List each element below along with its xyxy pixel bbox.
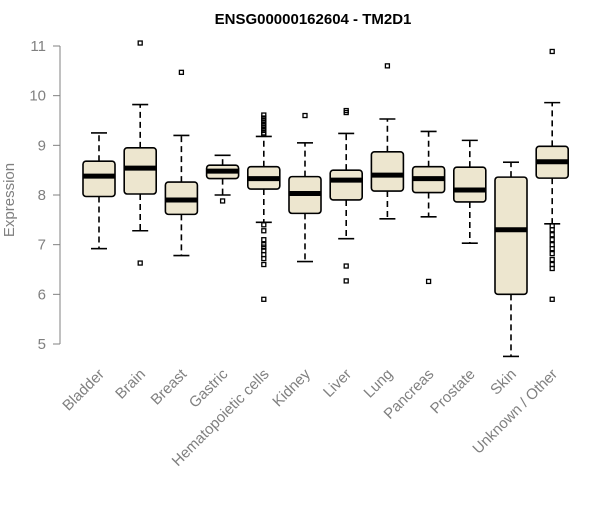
outlier-point [549, 232, 555, 238]
outlier-point [219, 198, 226, 204]
outlier-point [549, 256, 555, 263]
outlier-point [425, 278, 432, 285]
box [494, 176, 528, 296]
outlier-point [549, 250, 555, 257]
box [452, 166, 487, 203]
y-axis-title: Expression [1, 163, 18, 237]
outlier-point [137, 260, 143, 266]
y-tick-label: 7 [38, 237, 46, 254]
x-tick-label: Liver [320, 366, 355, 401]
x-tick-label: Lung [361, 366, 397, 402]
y-axis: 5 6 7 8 9 10 11 [29, 38, 61, 353]
y-tick-label: 8 [38, 187, 46, 204]
outlier-point [384, 63, 391, 69]
chart-title: ENSG00000162604 - TM2D1 [215, 11, 412, 28]
outlier-point [261, 228, 267, 234]
box-group [82, 132, 116, 250]
y-tick-label: 11 [30, 38, 46, 55]
outlier-point [178, 69, 185, 75]
x-tick-label: Kidney [269, 365, 314, 410]
outlier-point [261, 131, 267, 138]
x-tick-label: Prostate [427, 366, 479, 418]
y-tick-label: 9 [38, 137, 46, 154]
y-tick-label: 5 [38, 336, 46, 353]
box-group [452, 139, 487, 244]
outlier-point [261, 261, 267, 268]
x-tick-label: Brain [112, 366, 149, 403]
outlier-point [549, 296, 555, 302]
box [370, 150, 405, 192]
outlier-point [549, 227, 555, 233]
plot-area [82, 40, 570, 358]
box-group [247, 112, 281, 302]
box-group [535, 48, 570, 302]
y-tick-label: 10 [29, 88, 46, 105]
x-tick-label: Breast [148, 365, 191, 408]
box-group [288, 112, 322, 263]
outlier-point [549, 265, 555, 272]
outlier-point [261, 255, 267, 262]
outlier-point [261, 237, 267, 243]
x-tick-label: Skin [487, 366, 520, 399]
box [82, 160, 116, 198]
box-group [164, 69, 199, 257]
outlier-point [549, 245, 555, 252]
outlier-point [343, 109, 349, 116]
outlier-point [261, 112, 267, 118]
outlier-point [343, 263, 349, 269]
box-group [123, 40, 157, 266]
outlier-point [261, 296, 267, 302]
box-group [329, 107, 364, 284]
box [329, 169, 364, 201]
box-group [494, 161, 528, 358]
outlier-point [302, 112, 308, 119]
outlier-point [549, 237, 555, 243]
outlier-point [137, 40, 143, 46]
outlier-point [261, 222, 267, 228]
box-group [370, 63, 405, 220]
y-tick-label: 6 [38, 286, 46, 303]
box [123, 147, 157, 195]
outlier-point [549, 48, 555, 55]
box-group [205, 154, 240, 204]
box-group [411, 130, 446, 285]
outlier-point [343, 278, 349, 284]
x-tick-label: Bladder [59, 366, 108, 415]
